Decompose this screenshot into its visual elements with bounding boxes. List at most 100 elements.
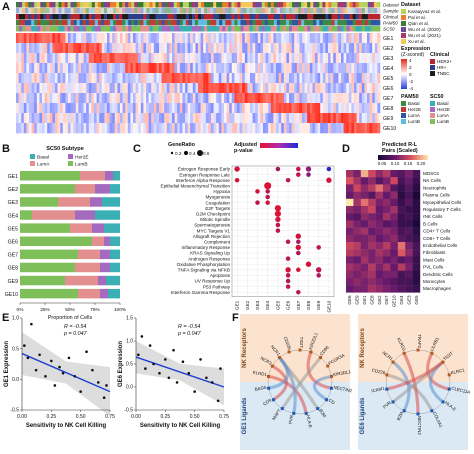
heatmap-cell — [185, 113, 188, 124]
y-tick-label: 0.0 — [12, 377, 19, 383]
heatmap-cell — [278, 73, 282, 84]
heatmap-cell — [133, 33, 136, 44]
heatmap-cell — [138, 53, 142, 64]
heatmap-cell — [75, 73, 79, 84]
annotation-cell — [267, 14, 272, 20]
annotation-cell — [55, 8, 59, 14]
heatmap-cell — [351, 93, 355, 104]
data-point — [216, 399, 220, 403]
ligand-sector — [292, 411, 296, 415]
heatmap-cell — [237, 53, 240, 64]
heatmap-cell — [164, 113, 168, 124]
heatmap-cell — [302, 33, 305, 44]
heatmap-cell — [412, 263, 421, 271]
annotation-cell — [355, 26, 360, 32]
heatmap-cell — [369, 93, 373, 104]
annotation-cell — [176, 26, 181, 32]
heatmap-cell — [44, 113, 48, 124]
heatmap-cell — [39, 63, 43, 74]
annotation-cell — [352, 20, 357, 26]
heatmap-cell — [299, 43, 303, 54]
heatmap-cell — [333, 83, 337, 94]
annotation-cell — [76, 2, 80, 8]
heatmap-cell — [70, 93, 74, 104]
heatmap-cell — [125, 73, 129, 84]
annotation-cell — [213, 20, 217, 26]
annotation-cell — [292, 14, 296, 20]
annotation-cell — [70, 14, 74, 20]
heatmap-cell — [112, 93, 116, 104]
heatmap-cell — [208, 93, 212, 104]
heatmap-cell — [143, 93, 147, 104]
x-tick-label: GE8 — [306, 300, 311, 310]
annotation-cell — [207, 2, 211, 8]
annotation-cell — [295, 2, 299, 8]
heatmap-cell — [159, 33, 162, 44]
heatmap-cell — [70, 33, 74, 44]
annotation-cell — [364, 20, 369, 26]
heatmap-cell — [325, 123, 329, 134]
heatmap-cell — [367, 83, 370, 94]
heatmap-cell — [377, 113, 381, 124]
annotation-cell — [261, 14, 266, 20]
heatmap-cell — [247, 123, 251, 134]
annotation-cell — [125, 2, 129, 8]
annotation-cell — [16, 20, 20, 26]
expression-tick: -4 — [409, 86, 414, 91]
heatmap-cell — [390, 177, 398, 185]
heatmap-cell — [112, 83, 116, 94]
heatmap-cell — [68, 83, 71, 94]
heatmap-cell — [374, 43, 378, 54]
heatmap-cell — [65, 73, 69, 84]
heatmap-cell — [174, 93, 178, 104]
heatmap-cell — [226, 83, 230, 94]
heatmap-cell — [104, 63, 108, 74]
receptor-sector — [287, 350, 291, 354]
x-tick-label: GE4 — [265, 300, 270, 310]
annotation-cell — [213, 2, 217, 8]
heatmap-cell — [397, 249, 406, 257]
expression-colorbar — [401, 59, 407, 89]
bar-segment — [110, 184, 120, 194]
receptor-sector — [447, 373, 451, 377]
heatmap-cell — [405, 270, 413, 279]
data-point — [296, 289, 301, 295]
annotation-cell — [191, 14, 196, 20]
legend-swatch — [430, 59, 435, 64]
annotation-cell — [258, 26, 262, 32]
heatmap-cell — [377, 123, 381, 134]
annotation-cell — [370, 26, 375, 32]
annotation-cell — [228, 2, 232, 8]
heatmap-cell — [294, 103, 298, 114]
heatmap-cell — [34, 113, 38, 124]
row-label: Neutrophils — [423, 185, 447, 190]
heatmap-cell — [330, 63, 334, 74]
heatmap-cell — [333, 43, 337, 54]
data-point — [26, 356, 30, 360]
heatmap-cell — [260, 103, 264, 114]
heatmap-cell — [368, 249, 376, 257]
heatmap-cell — [237, 33, 240, 44]
heatmap-cell — [159, 103, 162, 114]
heatmap-cell — [120, 63, 123, 74]
annotation-cell — [243, 2, 247, 8]
heatmap-cell — [244, 63, 248, 74]
annotation-cell — [231, 2, 235, 8]
heatmap-cell — [315, 63, 318, 74]
heatmap-cell — [205, 103, 209, 114]
heatmap-cell — [343, 73, 347, 84]
heatmap-cell — [239, 83, 243, 94]
heatmap-cell — [187, 33, 191, 44]
heatmap-cell — [268, 63, 272, 74]
annotation-cell — [346, 26, 350, 32]
heatmap-cell — [239, 63, 243, 74]
heatmap-cell — [125, 63, 129, 74]
heatmap-cell — [88, 53, 92, 64]
x-tick-label: GE3 — [255, 300, 260, 310]
heatmap-cell — [348, 33, 352, 44]
heatmap-cell — [211, 83, 214, 94]
heatmap-cell — [304, 73, 308, 84]
heatmap-cell — [317, 73, 321, 84]
receptor-sector — [319, 355, 323, 359]
legend-size-dot — [183, 150, 189, 156]
